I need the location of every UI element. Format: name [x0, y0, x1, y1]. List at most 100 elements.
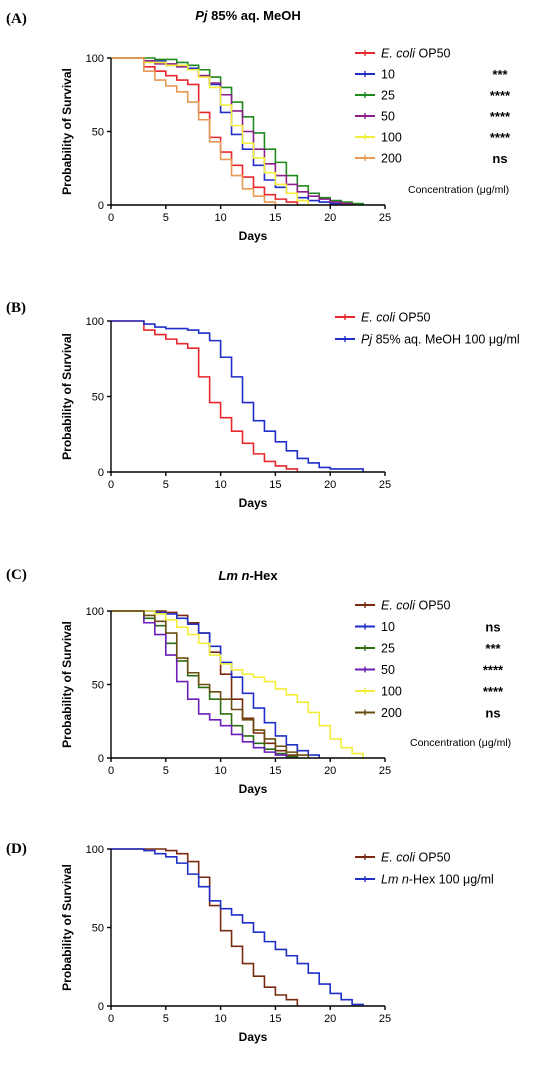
- series-line-0: [111, 320, 299, 472]
- x-tick-label: 0: [108, 1013, 114, 1025]
- series-line-1: [111, 610, 321, 758]
- significance-marker: ***: [492, 67, 508, 82]
- x-tick-label: 15: [269, 479, 281, 491]
- legend-label: 100: [381, 685, 402, 699]
- legend-note: Concentration (μg/ml): [410, 737, 511, 749]
- x-tick-label: 5: [163, 1013, 169, 1025]
- y-tick-label: 100: [86, 53, 104, 65]
- panel-label: (D): [6, 841, 27, 857]
- legend-label-rest: OP50: [415, 47, 450, 61]
- y-tick-label: 50: [92, 680, 104, 692]
- y-tick-label: 50: [92, 392, 104, 404]
- y-tick-label: 50: [92, 923, 104, 935]
- x-tick-label: 25: [379, 479, 391, 491]
- y-tick-label: 50: [92, 127, 104, 139]
- chart-panel-0: (A) Pj 85% aq. MeOH 0 5 10 15 20 25 0 50 100 Days Pr…: [6, 8, 511, 243]
- series-line-5: [111, 610, 310, 758]
- legend-label: 25: [381, 642, 395, 656]
- legend-label-rest: -Hex 100 μg/ml: [409, 873, 494, 887]
- legend-label: 200: [381, 152, 402, 166]
- legend-label: 50: [381, 663, 395, 677]
- x-tick-label: 0: [108, 212, 114, 224]
- x-tick-label: 25: [379, 765, 391, 777]
- x-tick-label: 10: [214, 1013, 226, 1025]
- series-line-1: [111, 57, 342, 205]
- legend-label-italic: E. coli: [361, 311, 396, 325]
- series-line-2: [111, 57, 364, 205]
- x-tick-label: 15: [269, 212, 281, 224]
- legend-label-italic: Lm n: [381, 873, 409, 887]
- panel-label: (B): [6, 300, 26, 316]
- legend-note: Concentration (μg/ml): [408, 184, 509, 196]
- legend-label-italic: Pj: [361, 333, 373, 347]
- legend-label: 200: [381, 706, 402, 720]
- chart-title-rest: -Hex: [249, 568, 278, 583]
- chart-panel-2: (C) Lm n-Hex 0 5 10 15 20 25 0 50 100 Days Probabili…: [6, 567, 511, 796]
- x-tick-label: 20: [324, 479, 336, 491]
- y-tick-label: 0: [98, 753, 104, 765]
- x-tick-label: 10: [214, 479, 226, 491]
- x-tick-label: 5: [163, 212, 169, 224]
- x-tick-label: 20: [324, 765, 336, 777]
- x-tick-label: 5: [163, 479, 169, 491]
- y-tick-label: 100: [86, 316, 104, 328]
- x-tick-label: 20: [324, 212, 336, 224]
- x-axis-label: Days: [239, 782, 268, 796]
- y-tick-label: 0: [98, 200, 104, 212]
- chart-title: Lm n-Hex: [218, 568, 278, 583]
- significance-marker: ***: [485, 641, 501, 656]
- x-tick-label: 5: [163, 765, 169, 777]
- y-axis-label: Probability of Survival: [60, 621, 74, 748]
- series-line-3: [111, 610, 288, 758]
- x-tick-label: 10: [214, 765, 226, 777]
- chart-title-rest: 85% aq. MeOH: [208, 8, 301, 23]
- significance-marker: ****: [483, 663, 504, 678]
- x-axis-label: Days: [239, 496, 268, 510]
- legend-label-rest: 85% aq. MeOH 100 μg/ml: [372, 333, 520, 347]
- legend-label: Pj 85% aq. MeOH 100 μg/ml: [361, 333, 520, 347]
- y-tick-label: 0: [98, 467, 104, 479]
- significance-marker: ****: [483, 684, 504, 699]
- series-line-0: [111, 57, 299, 205]
- series-line-4: [111, 610, 364, 758]
- legend-label: E. coli OP50: [361, 311, 431, 325]
- legend-label-rest: OP50: [395, 311, 430, 325]
- legend-label: 25: [381, 89, 395, 103]
- y-axis-label: Probability of Survival: [60, 864, 74, 991]
- significance-marker: ns: [492, 151, 507, 166]
- x-tick-label: 15: [269, 765, 281, 777]
- significance-marker: ****: [490, 88, 511, 103]
- legend-label: 10: [381, 68, 395, 82]
- legend-label-italic: E. coli: [381, 599, 416, 613]
- chart-title-italic: Pj: [195, 8, 208, 23]
- x-tick-label: 0: [108, 479, 114, 491]
- series-line-0: [111, 848, 299, 1006]
- x-axis-label: Days: [239, 229, 268, 243]
- y-axis-label: Probability of Survival: [60, 68, 74, 195]
- legend-label-rest: OP50: [415, 851, 450, 865]
- x-tick-label: 25: [379, 1013, 391, 1025]
- y-axis-label: Probability of Survival: [60, 333, 74, 460]
- chart-panel-1: (B) 0 5 10 15 20 25 0 50 100 Days Probability of Su…: [6, 300, 520, 510]
- chart-title-italic: Lm n: [218, 568, 249, 583]
- legend-label-italic: E. coli: [381, 851, 416, 865]
- legend-label: 10: [381, 620, 395, 634]
- legend-label-italic: E. coli: [381, 47, 416, 61]
- legend-label: 50: [381, 110, 395, 124]
- series-line-3: [111, 57, 353, 205]
- y-tick-label: 0: [98, 1001, 104, 1013]
- x-tick-label: 10: [214, 212, 226, 224]
- panel-label: (A): [6, 11, 27, 27]
- panel-label: (C): [6, 567, 27, 583]
- chart-panel-3: (D) 0 5 10 15 20 25 0 50 100 Days Probability of Su…: [6, 841, 494, 1044]
- series-line-1: [111, 320, 364, 472]
- significance-marker: ns: [485, 706, 500, 721]
- legend-label-rest: OP50: [415, 599, 450, 613]
- legend-label: E. coli OP50: [381, 851, 451, 865]
- series-line-1: [111, 848, 364, 1006]
- y-tick-label: 100: [86, 606, 104, 618]
- x-axis-label: Days: [239, 1030, 268, 1044]
- series-line-4: [111, 57, 310, 205]
